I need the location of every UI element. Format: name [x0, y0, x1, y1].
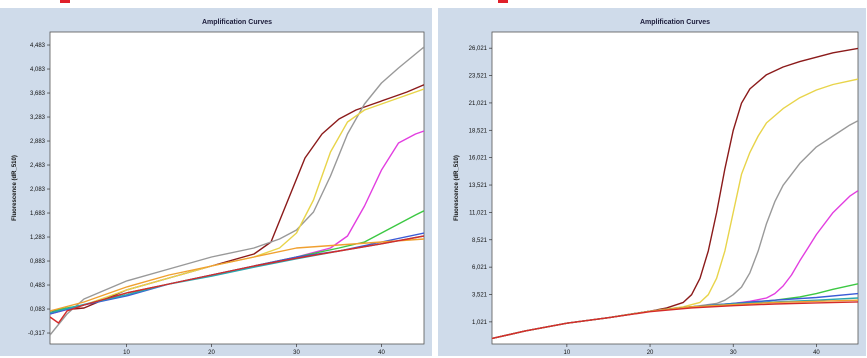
- series-line-3: [50, 88, 424, 315]
- chart-title: Amplification Curves: [202, 19, 272, 26]
- series-line-8: [50, 238, 424, 312]
- y-tick-label: 2,083: [30, 187, 46, 193]
- y-tick-label: 6,021: [472, 265, 488, 271]
- y-tick-label: 0,083: [30, 307, 46, 313]
- x-tick-label: 40: [378, 350, 385, 356]
- y-tick-label: 18,521: [469, 128, 488, 134]
- y-tick-label: 13,521: [469, 183, 488, 189]
- y-tick-label: 1,683: [30, 211, 46, 217]
- red-header-mark-right: [498, 0, 508, 3]
- y-tick-label: 3,521: [472, 293, 488, 299]
- x-tick-label: 20: [647, 350, 654, 356]
- chart-panel-left: Amplification Curves -0,317 0,083 0,483 0,88…: [0, 8, 432, 356]
- y-tick-label: 4,483: [30, 43, 46, 49]
- y-tick-label: 0,883: [30, 259, 46, 265]
- x-tick-label: 30: [293, 350, 300, 356]
- chart-panel-right: Amplification Curves 1,021 3,521 6,021 8,521…: [438, 8, 866, 356]
- x-tick-label: 10: [123, 350, 130, 356]
- y-tick-label: 16,021: [469, 156, 488, 162]
- y-tick-label: 21,021: [469, 101, 488, 107]
- x-tick-label: 20: [208, 350, 215, 356]
- x-tick-label: 30: [730, 350, 737, 356]
- y-tick-label: 1,021: [472, 320, 488, 326]
- y-tick-label: 0,483: [30, 283, 46, 289]
- amplification-chart-left: Amplification Curves -0,317 0,083 0,483 0,88…: [12, 19, 425, 356]
- y-axis-label: Fluorescence (dR_510): [12, 155, 18, 221]
- x-tick-label: 10: [564, 350, 571, 356]
- y-axis-label: Fluorescence (dR_510): [454, 155, 460, 221]
- y-tick-label: 4,083: [30, 67, 46, 73]
- y-tick-label: 11,021: [469, 210, 488, 216]
- series-line-9: [492, 301, 858, 340]
- x-tick-label: 40: [813, 350, 820, 356]
- y-tick-label: 23,521: [469, 74, 488, 80]
- chart-title: Amplification Curves: [640, 19, 710, 26]
- y-tick-label: 2,883: [30, 139, 46, 145]
- red-header-mark-left: [60, 0, 70, 3]
- y-tick-label: 1,283: [30, 235, 46, 241]
- y-tick-label: 2,483: [30, 163, 46, 169]
- y-tick-label: 3,683: [30, 91, 46, 97]
- y-tick-label: 26,021: [469, 46, 488, 52]
- series-line-9: [50, 235, 424, 324]
- y-tick-label: 3,283: [30, 115, 46, 121]
- series-line-2: [50, 46, 424, 336]
- amplification-chart-right: Amplification Curves 1,021 3,521 6,021 8,521…: [454, 19, 859, 356]
- y-tick-label: 8,521: [472, 238, 488, 244]
- plot-area: [491, 31, 859, 345]
- y-tick-label: -0,317: [28, 331, 46, 337]
